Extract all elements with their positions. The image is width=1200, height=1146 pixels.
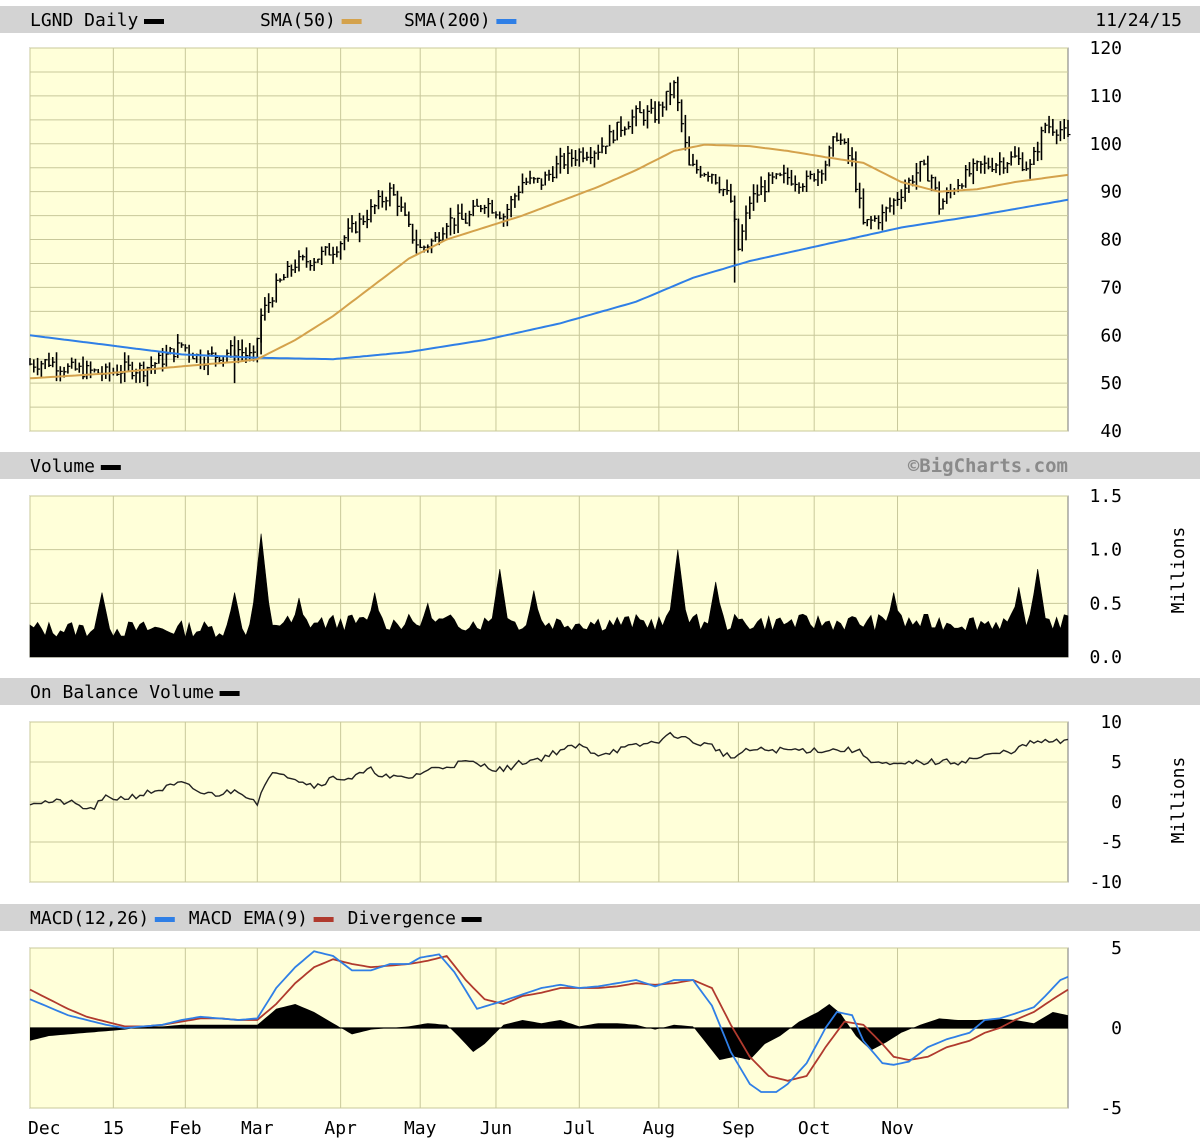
chart-panels (29, 47, 1071, 1109)
y-tick-label: 70 (1100, 277, 1122, 298)
legend-sma200-swatch (496, 19, 517, 24)
y-tick-label: -5 (1100, 832, 1122, 853)
legend-price-swatch (144, 19, 164, 24)
x-tick-label: 15 (102, 1118, 124, 1139)
legend-sma200-label: SMA(200) (404, 10, 491, 31)
obv-line (29, 731, 1069, 811)
x-tick-label: Sep (722, 1118, 755, 1139)
y-tick-label: 1.5 (1089, 486, 1122, 507)
y-tick-label: 120 (1089, 38, 1122, 59)
x-tick-label: Mar (241, 1118, 274, 1139)
x-tick-label: Feb (169, 1118, 202, 1139)
y-tick-label: 110 (1089, 86, 1122, 107)
legend-divergence-swatch (461, 917, 482, 922)
y-tick-label: 1.0 (1089, 540, 1122, 561)
legend-obv-label: On Balance Volume (30, 682, 214, 703)
title-band (0, 452, 1200, 479)
legend-sma50-label: SMA(50) (260, 10, 336, 31)
y-tick-label: 90 (1100, 182, 1122, 203)
legend-sma50-swatch (341, 19, 362, 24)
volume-area (29, 533, 1069, 658)
title-band (0, 6, 1200, 33)
y-tick-label: 10 (1100, 712, 1122, 733)
macd-ema-line (29, 954, 1069, 1082)
x-tick-label: Nov (881, 1118, 914, 1139)
chart-labels: 4050607080901001101200.00.51.01.5-10-505… (28, 10, 1189, 1139)
y-tick-label: 40 (1100, 421, 1122, 442)
sma50-line (29, 143, 1069, 380)
x-tick-label: Dec (28, 1118, 61, 1139)
legend-volume-swatch (100, 465, 121, 470)
volume-ylabel: Millions (1168, 527, 1189, 614)
title-band (0, 678, 1200, 705)
y-tick-label: 0.5 (1089, 593, 1122, 614)
price-bars (29, 76, 1071, 387)
y-tick-label: 5 (1111, 938, 1122, 959)
y-tick-label: 100 (1089, 134, 1122, 155)
legend-obv-swatch (219, 691, 240, 696)
y-tick-label: 0 (1111, 1018, 1122, 1039)
sma200-line (29, 198, 1069, 361)
x-tick-label: Oct (798, 1118, 831, 1139)
legend-price-label: LGND Daily (30, 10, 139, 31)
watermark: ©BigCharts.com (908, 455, 1068, 477)
x-tick-label: Aug (643, 1118, 676, 1139)
y-tick-label: 60 (1100, 325, 1122, 346)
legend-macd-ema-label: MACD EMA(9) (189, 908, 308, 929)
chart-date: 11/24/15 (1095, 10, 1182, 31)
legend-macd-ema-swatch (313, 917, 334, 922)
x-tick-label: Apr (324, 1118, 357, 1139)
y-tick-label: 5 (1111, 752, 1122, 773)
legend-divergence-label: Divergence (348, 908, 456, 929)
y-tick-label: -5 (1100, 1098, 1122, 1119)
x-tick-label: Jun (480, 1118, 513, 1139)
legend-volume-label: Volume (30, 456, 95, 477)
legend-macd-swatch (154, 917, 175, 922)
obv-ylabel: Millions (1168, 757, 1189, 844)
y-tick-label: 0 (1111, 792, 1122, 813)
y-tick-label: -10 (1089, 872, 1122, 893)
title-band (0, 904, 1200, 931)
legend-macd-label: MACD(12,26) (30, 908, 149, 929)
divergence-histogram (30, 1004, 1068, 1060)
title-bands (0, 6, 1200, 931)
y-tick-label: 50 (1100, 373, 1122, 394)
x-tick-label: Jul (563, 1118, 596, 1139)
x-tick-label: May (404, 1118, 437, 1139)
y-tick-label: 0.0 (1089, 647, 1122, 668)
y-tick-label: 80 (1100, 230, 1122, 251)
macd-line (29, 950, 1069, 1093)
